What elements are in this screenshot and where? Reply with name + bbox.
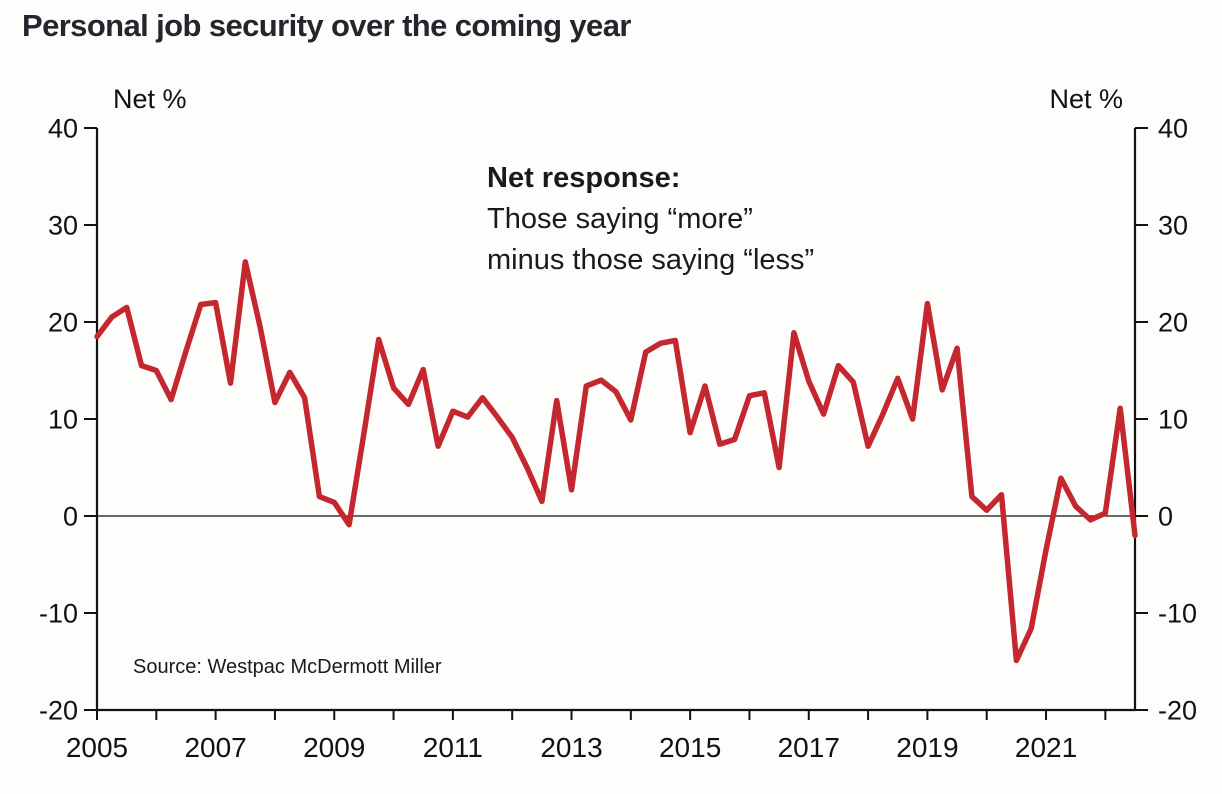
annotation-line2: minus those saying “less”: [487, 244, 815, 276]
data-line: [94, 259, 1138, 664]
annotation-block: Net response: Those saying “more” minus …: [487, 158, 814, 281]
x-tick-label: 2017: [778, 732, 840, 763]
y-tick-label-right: 10: [1158, 405, 1188, 435]
x-tick-label: 2019: [896, 732, 958, 763]
x-tick-label: 2005: [66, 732, 128, 763]
y-tick-label-left: 0: [63, 502, 78, 532]
y-tick-label-left: 40: [48, 114, 78, 144]
x-tick-label: 2021: [1015, 732, 1077, 763]
annotation-heading: Net response:: [487, 162, 681, 194]
source-note: Source: Westpac McDermott Miller: [133, 656, 442, 678]
y-tick-label-left: 10: [48, 405, 78, 435]
y-tick-label-left: 30: [48, 211, 78, 241]
x-tick-label: 2011: [423, 732, 483, 763]
y-axis-unit-left: Net %: [113, 84, 187, 114]
y-tick-label-left: 20: [48, 308, 78, 338]
chart-title: Personal job security over the coming ye…: [22, 8, 631, 43]
x-tick-label: 2009: [303, 732, 365, 763]
y-tick-label-left: -20: [39, 696, 78, 726]
y-axis-unit-right: Net %: [1049, 84, 1123, 114]
y-tick-label-right: 20: [1158, 308, 1188, 338]
y-tick-label-right: 0: [1158, 502, 1173, 532]
y-tick-label-right: -20: [1158, 696, 1197, 726]
y-tick-label-right: -10: [1158, 599, 1197, 629]
y-tick-label-right: 30: [1158, 211, 1188, 241]
y-tick-label-right: 40: [1158, 114, 1188, 144]
y-tick-label-left: -10: [39, 599, 78, 629]
x-tick-label: 2007: [184, 732, 246, 763]
x-tick-label: 2015: [659, 732, 721, 763]
annotation-line1: Those saying “more”: [487, 203, 753, 235]
x-tick-label: 2013: [540, 732, 602, 763]
